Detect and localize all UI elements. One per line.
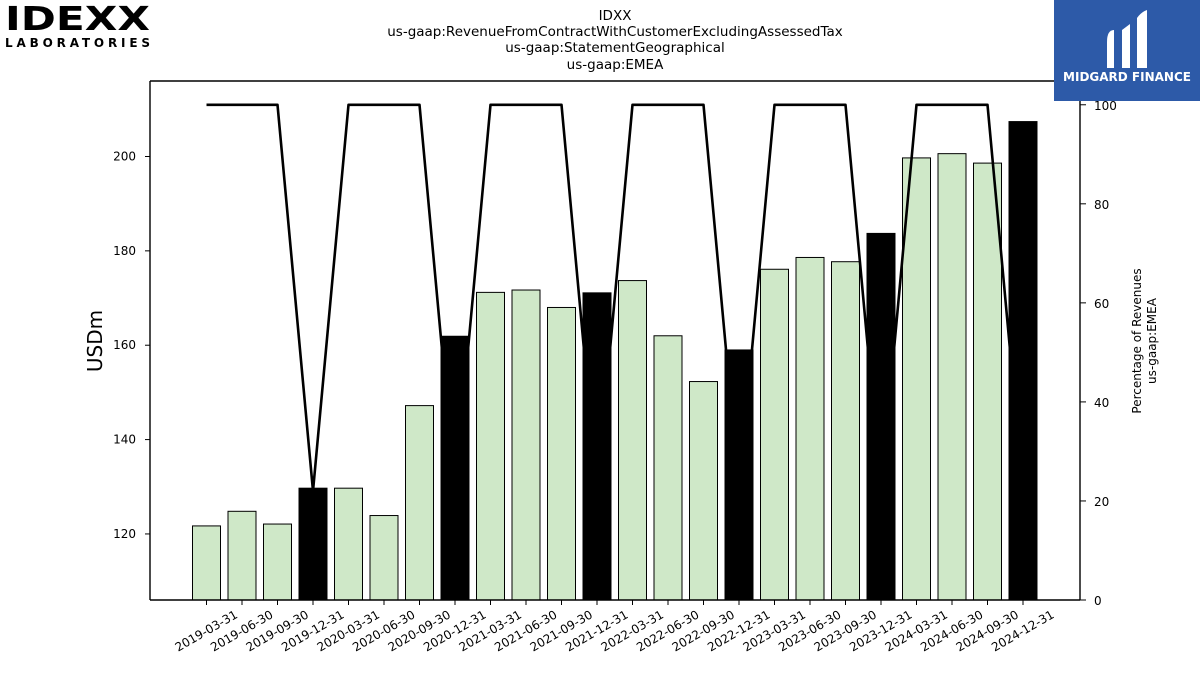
y-tick-label: 140 (113, 433, 136, 447)
percentage-line (206, 103, 1025, 493)
bar-2022-03-31 (618, 280, 647, 601)
y-tick-label: 200 (113, 149, 136, 163)
bar-2024-06-30 (937, 153, 967, 601)
bar-2021-03-31 (476, 291, 505, 601)
y2-tick-label: 80 (1094, 198, 1109, 212)
bar-2022-06-30 (653, 335, 683, 601)
bar-series (192, 121, 1038, 601)
bar-2021-12-31 (582, 292, 612, 601)
bar-2019-03-31 (192, 525, 221, 601)
midgard-m-icon (1107, 10, 1147, 68)
bar-2020-09-30 (405, 405, 434, 601)
bar-2023-06-30 (795, 256, 825, 601)
y2-tick-label: 20 (1094, 495, 1109, 509)
bar-2023-09-30 (831, 261, 860, 601)
bar-2020-03-31 (334, 487, 363, 601)
y-axis-right-ticks: 0 20 40 60 80 100 (1080, 99, 1117, 608)
watermark-text: MIDGARD FINANCE (1063, 70, 1191, 84)
y-axis-label: USDm (83, 310, 107, 372)
x-axis-ticks: 2019-03-312019-06-302019-09-302019-12-31… (173, 600, 1057, 654)
title-line-3: us-gaap:StatementGeographical (505, 40, 724, 56)
y-tick-label: 160 (113, 338, 136, 352)
bar-2020-06-30 (369, 515, 399, 601)
bar-2024-09-30 (973, 162, 1002, 601)
company-logo: IDEXX LABORATORIES (5, 0, 150, 50)
y2-axis-label-line-2: us-gaap:EMEA (1145, 297, 1159, 384)
y2-tick-label: 100 (1094, 99, 1117, 113)
bar-2022-09-30 (689, 381, 718, 601)
title-line-4: us-gaap:EMEA (567, 57, 664, 73)
midgard-finance-logo: MIDGARD FINANCE (1054, 0, 1200, 101)
y-tick-label: 180 (113, 244, 136, 258)
bar-2019-09-30 (263, 523, 292, 601)
title-line-1: IDXX (599, 8, 632, 24)
plot-area (149, 80, 1081, 601)
bar-2024-03-31 (902, 157, 931, 601)
chart-title: IDXX us-gaap:RevenueFromContractWithCust… (387, 8, 843, 73)
y-axis-left-ticks: 120 140 160 180 200 (113, 149, 150, 541)
y2-tick-label: 60 (1094, 297, 1109, 311)
bar-2021-06-30 (511, 289, 541, 601)
y2-axis-label-line-1: Percentage of Revenues (1130, 268, 1144, 413)
bar-2019-06-30 (227, 510, 257, 601)
logo-main-text: IDEXX (5, 0, 150, 38)
y2-tick-label: 0 (1094, 594, 1102, 608)
bar-2023-12-31 (866, 232, 896, 601)
bar-2019-12-31 (298, 487, 328, 601)
bar-2024-12-31 (1008, 121, 1038, 601)
logo-sub-text: LABORATORIES (5, 36, 150, 50)
bar-2021-09-30 (547, 306, 576, 601)
y-tick-label: 120 (113, 527, 136, 541)
bar-2023-03-31 (760, 268, 789, 601)
title-line-2: us-gaap:RevenueFromContractWithCustomerE… (387, 24, 843, 40)
y2-tick-label: 40 (1094, 396, 1109, 410)
